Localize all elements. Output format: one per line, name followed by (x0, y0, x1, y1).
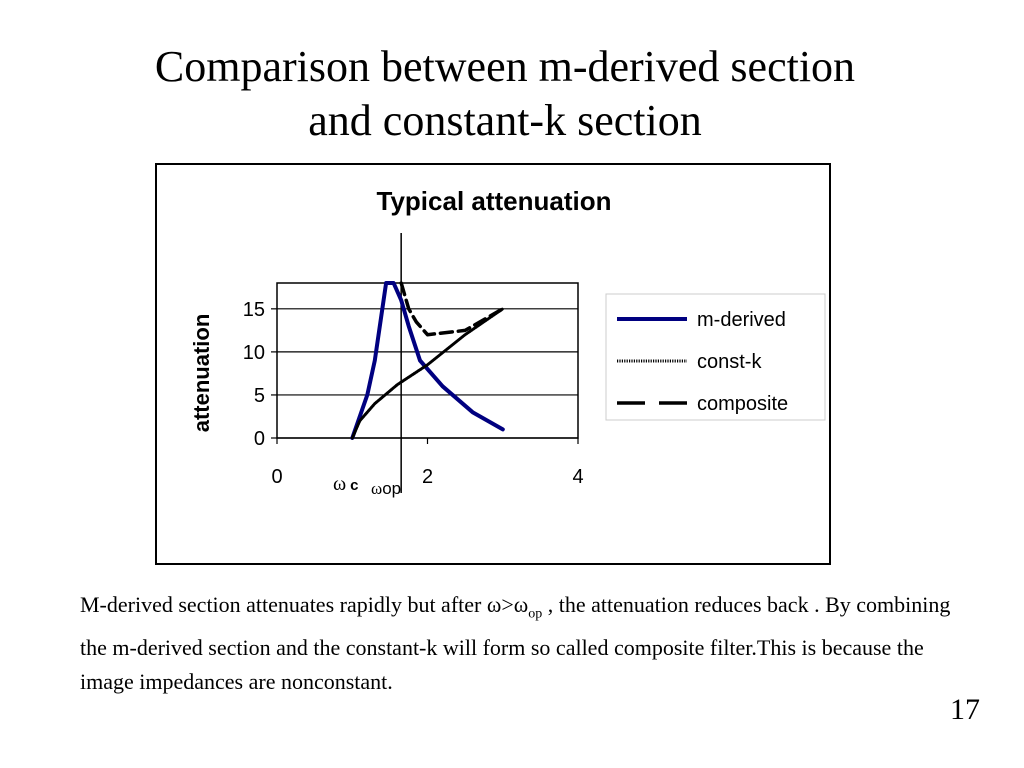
x-tick-label-0: 0 (271, 466, 282, 488)
x-tick-label-4: 4 (572, 466, 583, 488)
y-tick-label-0: 0 (254, 428, 265, 450)
title-line-1: Comparison between m-derived section (154, 42, 856, 91)
legend-label-composite: composite (697, 393, 788, 415)
caption-omega-sub: op (528, 606, 543, 622)
legend: m-derived const-k composite (605, 293, 826, 421)
legend-label-m-derived: m-derived (697, 309, 786, 331)
omega-op-subscript: op (382, 479, 401, 498)
series-line-composite (399, 281, 505, 337)
slide-title: Comparison between m-derived section and… (0, 40, 1010, 148)
chart-title: Typical attenuation (377, 186, 612, 216)
attenuation-chart: Typical attenuation 0 5 10 15 0 2 4 attenuatio… (189, 186, 826, 498)
plot-area (276, 282, 579, 439)
caption-text-2: , the attenuation reduces back . By comb… (80, 592, 951, 695)
legend-box (605, 293, 826, 421)
gridlines (277, 308, 578, 439)
omega-op-symbol: ω (371, 479, 382, 498)
chart-frame (155, 163, 831, 565)
omega-c-subscript: c (350, 477, 358, 494)
series-line-const-k (350, 307, 505, 440)
series-line-m-derived (350, 281, 505, 440)
series-layer (350, 281, 505, 440)
caption-omega: ω>ω (486, 592, 529, 617)
y-tick-label-5: 5 (254, 385, 265, 407)
y-axis-label: attenuation (189, 314, 214, 433)
omega-op-label: ωop (371, 479, 401, 498)
title-line-2: and constant-k section (308, 96, 702, 145)
y-tick-label-15: 15 (243, 299, 265, 321)
page-number: 17 (950, 693, 980, 726)
legend-items: m-derived const-k composite (617, 309, 788, 415)
caption-text-1: M-derived section attenuates rapidly but… (80, 592, 487, 617)
x-tick-label-2: 2 (422, 466, 433, 488)
y-tick-label-10: 10 (243, 342, 265, 364)
caption: M-derived section attenuates rapidly but… (80, 588, 960, 699)
legend-label-const-k: const-k (697, 351, 762, 373)
axes: 0 5 10 15 0 2 4 (243, 299, 584, 488)
omega-c-symbol: ω (333, 473, 346, 495)
